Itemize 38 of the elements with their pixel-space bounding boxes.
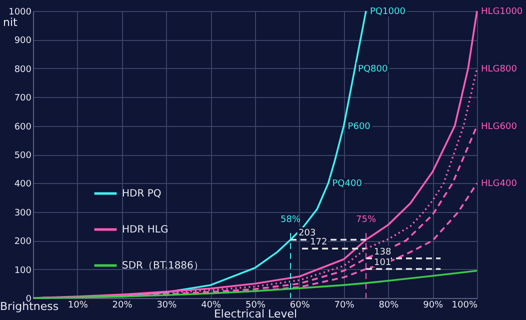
x-tick-label: 40%	[201, 300, 222, 310]
y-tick-label: 700	[14, 94, 32, 104]
y-tick-label: 300	[14, 208, 32, 218]
y-tick-label: 800	[14, 64, 32, 75]
y-tick-label: 200	[14, 237, 32, 248]
y-tick-label: 400	[14, 180, 32, 190]
annotation: P600	[348, 122, 371, 132]
y-tick-label: 1000	[8, 8, 32, 18]
ref-line-label: 75%	[356, 215, 376, 225]
annotation: PQ1000	[370, 7, 406, 17]
x-tick-label: 30%	[156, 300, 178, 310]
y-tick-label: 900	[14, 36, 32, 46]
x-tick-label: 10%	[68, 300, 88, 310]
annotation: HLG400	[481, 179, 518, 190]
ref-line-label: 58%	[280, 215, 301, 225]
x-tick-label: 80%	[378, 300, 400, 310]
y-tick-label: 500	[14, 151, 32, 161]
y-tick-label: 600	[14, 122, 32, 132]
legend-label: HDR HLG	[122, 224, 168, 236]
data-label: 172	[310, 238, 328, 248]
annotation: HLG1000	[481, 7, 523, 17]
legend-label: SDR（BT.1886）	[122, 260, 204, 272]
x-tick-label: 100%	[452, 300, 478, 310]
annotation: HLG800	[481, 64, 518, 74]
annotation: PQ400	[332, 179, 362, 190]
data-label: 203	[298, 228, 316, 239]
x-tick-label: 90%	[423, 300, 444, 310]
text: nit	[3, 16, 18, 29]
x-axis-title: Electrical Level	[214, 308, 298, 320]
legend-label: HDR PQ	[122, 188, 162, 200]
x-tick-label: 70%	[334, 300, 355, 310]
annotation: HLG600	[481, 122, 518, 132]
x-tick-label: 60%	[290, 300, 310, 310]
y-tick-label: 100	[14, 266, 32, 276]
annotation: PQ800	[358, 64, 388, 74]
y-axis-title: Brightness	[0, 300, 59, 313]
x-tick-label: 20%	[112, 300, 133, 310]
x-tick-label: 50%	[245, 300, 266, 310]
